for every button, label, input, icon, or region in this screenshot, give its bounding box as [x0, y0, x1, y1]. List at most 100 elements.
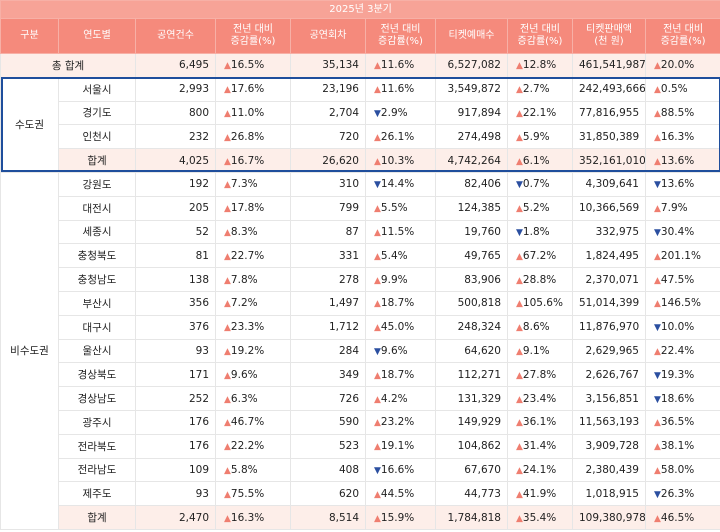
row-label: 인천시	[58, 124, 136, 150]
change-cell: ▲22.4%	[644, 338, 720, 364]
change-cell: ▲75.5%	[215, 481, 291, 507]
change-cell: ▲0.5%	[644, 76, 720, 102]
change-value: ▼0.7%	[516, 178, 550, 191]
value-cell: 104,862	[435, 433, 508, 459]
value-cell: 310	[290, 171, 366, 197]
change-cell: ▲11.0%	[215, 100, 291, 126]
change-cell: ▲24.1%	[507, 457, 573, 483]
change-value: ▲11.6%	[374, 59, 415, 72]
change-cell: ▲26.8%	[215, 124, 291, 150]
value-cell: 274,498	[435, 124, 508, 150]
value-cell: 138	[135, 267, 216, 292]
change-cell: ▲35.4%	[507, 505, 573, 530]
value-cell: 109	[135, 457, 216, 483]
value-cell: 176	[135, 409, 216, 435]
change-value: ▲26.8%	[224, 130, 265, 143]
change-value: ▲5.5%	[374, 202, 408, 215]
value-cell: 64,620	[435, 338, 508, 364]
change-value: ▲22.2%	[224, 440, 265, 453]
change-value: ▼9.6%	[374, 344, 408, 357]
change-value: ▲7.3%	[224, 178, 258, 191]
change-value: ▲38.1%	[654, 440, 695, 453]
change-cell: ▲41.9%	[507, 481, 573, 507]
region-row: 세종시 52 ▲8.3% 87 ▲11.5% 19,760 ▼1.8% 332,975 ▼30.…	[1, 219, 720, 245]
value-cell: 2,370,071	[572, 267, 646, 292]
period-header: 2025년 3분기	[0, 0, 720, 19]
change-value: ▲45.0%	[374, 321, 415, 334]
change-value: ▲9.9%	[374, 273, 408, 286]
change-value: ▲19.1%	[374, 440, 415, 453]
change-value: ▲36.1%	[516, 416, 557, 429]
change-value: ▲16.3%	[654, 130, 695, 143]
change-cell: ▲26.1%	[365, 124, 436, 150]
value-cell: 284	[290, 338, 366, 364]
change-value: ▼18.6%	[654, 392, 695, 405]
change-value: ▲4.2%	[374, 392, 408, 405]
value-cell: 2,470	[135, 505, 216, 530]
column-header: 전년 대비 증감률(%)	[365, 18, 436, 54]
change-value: ▲9.6%	[224, 368, 258, 381]
value-cell: 8,514	[290, 505, 366, 530]
value-cell: 1,784,818	[435, 505, 508, 530]
value-cell: 726	[290, 386, 366, 411]
row-label: 총 합계	[0, 53, 136, 78]
value-cell: 3,909,728	[572, 433, 646, 459]
change-cell: ▲16.3%	[644, 124, 720, 150]
value-cell: 205	[135, 195, 216, 221]
change-value: ▲35.4%	[516, 511, 557, 524]
change-value: ▼16.6%	[374, 463, 415, 476]
column-header: 전년 대비 증감률(%)	[215, 18, 291, 54]
column-header: 티켓예매수	[435, 18, 508, 54]
change-value: ▼30.4%	[654, 225, 695, 238]
change-value: ▲18.7%	[374, 368, 415, 381]
change-value: ▲6.3%	[224, 392, 258, 405]
value-cell: 176	[135, 433, 216, 459]
value-cell: 1,712	[290, 314, 366, 340]
value-cell: 4,025	[135, 148, 216, 173]
change-value: ▲0.5%	[654, 83, 688, 96]
value-cell: 356	[135, 290, 216, 316]
region-row: 충청북도 81 ▲22.7% 331 ▲5.4% 49,765 ▲67.2% 1,824,49…	[1, 243, 720, 269]
change-cell: ▲18.7%	[365, 290, 436, 316]
value-cell: 1,018,915	[572, 481, 646, 507]
row-label: 부산시	[58, 290, 136, 316]
change-value: ▲8.6%	[516, 321, 550, 334]
change-cell: ▲8.6%	[507, 314, 573, 340]
change-value: ▲11.0%	[224, 106, 265, 119]
change-cell: ▲17.8%	[215, 195, 291, 221]
value-cell: 2,380,439	[572, 457, 646, 483]
value-cell: 917,894	[435, 100, 508, 126]
change-value: ▲67.2%	[516, 249, 557, 262]
row-label: 광주시	[58, 409, 136, 435]
change-cell: ▲44.5%	[365, 481, 436, 507]
region-row: 울산시 93 ▲19.2% 284 ▼9.6% 64,620 ▲9.1% 2,629,965 ▲…	[1, 338, 720, 364]
change-value: ▲17.8%	[224, 202, 265, 215]
change-value: ▲18.7%	[374, 297, 415, 310]
value-cell: 124,385	[435, 195, 508, 221]
change-cell: ▲5.2%	[507, 195, 573, 221]
row-label: 서울시	[58, 76, 136, 102]
value-cell: 149,929	[435, 409, 508, 435]
value-cell: 112,271	[435, 362, 508, 388]
value-cell: 523	[290, 433, 366, 459]
column-header: 공연회차	[290, 18, 366, 54]
change-cell: ▲23.4%	[507, 386, 573, 411]
row-label: 합계	[58, 505, 136, 530]
change-cell: ▲146.5%	[644, 290, 720, 316]
change-cell: ▲46.7%	[215, 409, 291, 435]
change-cell: ▲7.8%	[215, 267, 291, 292]
value-cell: 93	[135, 481, 216, 507]
row-label: 충청북도	[58, 243, 136, 269]
change-value: ▲47.5%	[654, 273, 695, 286]
change-value: ▲5.4%	[374, 249, 408, 262]
row-label: 세종시	[58, 219, 136, 245]
change-value: ▲7.9%	[654, 202, 688, 215]
change-cell: ▲10.3%	[365, 148, 436, 173]
row-label: 울산시	[58, 338, 136, 364]
change-value: ▲22.4%	[654, 344, 695, 357]
region-row: 충청남도 138 ▲7.8% 278 ▲9.9% 83,906 ▲28.8% 2,370,07…	[1, 267, 720, 292]
subtotal-row: 합계 2,470 ▲16.3% 8,514 ▲15.9% 1,784,818 ▲35.4% 1…	[1, 505, 720, 530]
row-label: 대전시	[58, 195, 136, 221]
region-row: 대구시 376 ▲23.3% 1,712 ▲45.0% 248,324 ▲8.6% 11,87…	[1, 314, 720, 340]
change-cell: ▲9.9%	[365, 267, 436, 292]
